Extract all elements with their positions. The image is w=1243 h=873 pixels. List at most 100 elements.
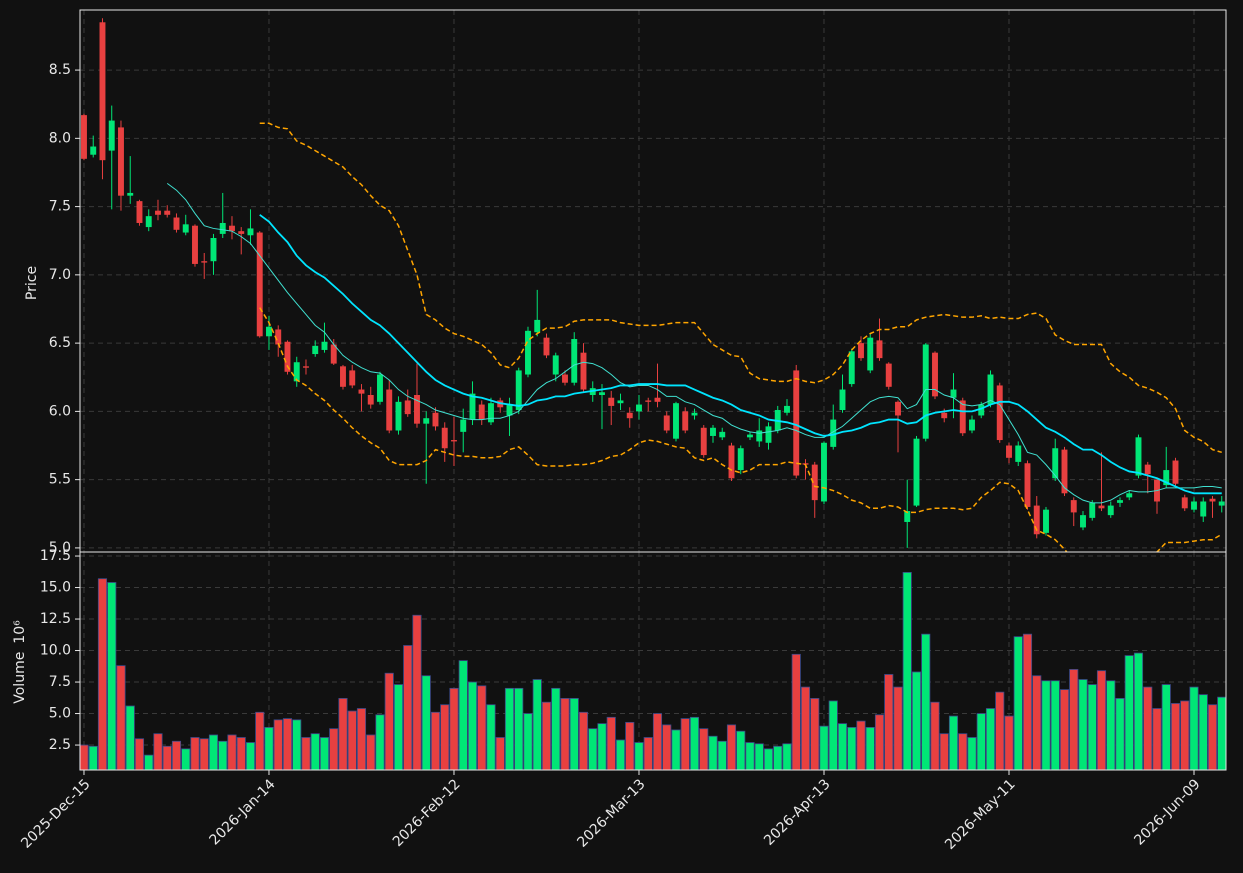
volume-bar: [449, 687, 459, 771]
volume-bar: [125, 705, 135, 771]
volume-bar: [606, 716, 616, 771]
candle-body: [321, 341, 328, 350]
volume-bar: [1004, 715, 1014, 771]
volume-bar: [578, 711, 589, 771]
candle-body: [1191, 501, 1197, 510]
volume-bar: [1032, 675, 1042, 771]
volume-bar: [319, 737, 330, 771]
candle-body: [386, 389, 393, 431]
volume-bar: [1217, 696, 1227, 771]
volume-bar: [717, 740, 727, 771]
volume-bar: [1050, 680, 1060, 771]
candle-body: [562, 374, 568, 383]
volume-bar: [1106, 680, 1116, 771]
candle-body: [275, 329, 282, 345]
candle-body: [969, 419, 975, 431]
candle-body: [312, 345, 319, 355]
candle-body: [349, 370, 356, 386]
candle-body: [515, 370, 522, 411]
candle-body: [404, 400, 411, 415]
candle-body: [367, 394, 374, 405]
volume-bar: [671, 729, 681, 771]
candle-body: [478, 404, 485, 420]
candle-body: [256, 232, 263, 337]
volume-bar: [1180, 700, 1190, 771]
volume-bar: [754, 743, 764, 771]
candle-body: [876, 340, 883, 359]
volume-axis-label: Volume 10⁶: [12, 620, 28, 704]
candle-body: [377, 374, 383, 402]
candle-body: [543, 337, 550, 356]
volume-bar: [1087, 684, 1097, 771]
candle-body: [747, 434, 753, 438]
volume-bar: [477, 685, 487, 771]
volume-bar: [79, 744, 89, 771]
candle-body: [580, 352, 587, 390]
volume-bar: [874, 714, 885, 771]
candle-body: [1080, 515, 1086, 528]
candle-body: [506, 404, 513, 416]
volume-bar: [88, 745, 98, 771]
candle-body: [238, 231, 245, 234]
candle-body: [811, 464, 818, 501]
volume-bar: [551, 687, 561, 771]
volume-bar: [514, 687, 524, 771]
candle-body: [913, 438, 920, 506]
candle-body: [839, 389, 846, 411]
candle-body: [81, 115, 87, 159]
volume-bar: [819, 725, 829, 771]
candle-body: [830, 419, 837, 447]
candle-body: [145, 216, 152, 228]
volume-bar: [1069, 669, 1079, 771]
volume-bar: [1059, 689, 1070, 771]
candle-body: [1098, 505, 1105, 509]
candle-body: [922, 344, 929, 439]
volume-bar: [1133, 652, 1144, 771]
candle-body: [414, 394, 420, 424]
candle-body: [950, 389, 957, 398]
volume-bar: [1115, 698, 1125, 771]
volume-bar: [1013, 636, 1023, 771]
candle-body: [469, 393, 476, 420]
candle-body: [219, 222, 226, 234]
volume-bar: [800, 686, 811, 771]
volume-bar: [967, 737, 977, 771]
volume-bar: [1189, 686, 1199, 771]
candle-body: [1135, 437, 1142, 476]
volume-bar: [736, 730, 746, 771]
candle-body: [247, 228, 254, 236]
volume-bar: [181, 748, 191, 771]
volume-label: Volume: [12, 652, 28, 704]
candle-body: [867, 337, 874, 371]
volume-bar: [1124, 655, 1134, 771]
volume-bar: [1170, 703, 1181, 771]
volume-bar: [245, 742, 256, 771]
y2-tick-label: 17.5: [40, 548, 71, 564]
candle-body: [155, 210, 161, 215]
candle-body: [460, 419, 467, 432]
candle-body: [201, 261, 208, 263]
volume-bar: [948, 715, 959, 771]
candle-body: [636, 404, 642, 412]
candle-body: [784, 405, 790, 413]
volume-bar: [837, 723, 848, 771]
y2-tick-label: 5.0: [49, 706, 71, 722]
candle-body: [1172, 460, 1179, 484]
candle-body: [682, 411, 689, 431]
volume-bar: [541, 701, 552, 771]
volume-bar: [634, 742, 644, 771]
candle-body: [108, 120, 115, 151]
volume-bar: [1143, 686, 1153, 771]
volume-bar: [782, 743, 792, 771]
volume-bar: [171, 740, 182, 771]
candle-body: [451, 440, 457, 442]
candle-body: [182, 224, 189, 233]
candle-body: [534, 319, 541, 333]
volume-bar: [329, 728, 339, 771]
candle-body: [192, 225, 198, 264]
volume-bar: [347, 710, 357, 771]
volume-bar: [680, 718, 690, 771]
candle-body: [1015, 445, 1022, 462]
volume-bar: [745, 742, 755, 771]
candle-body: [1052, 448, 1059, 479]
